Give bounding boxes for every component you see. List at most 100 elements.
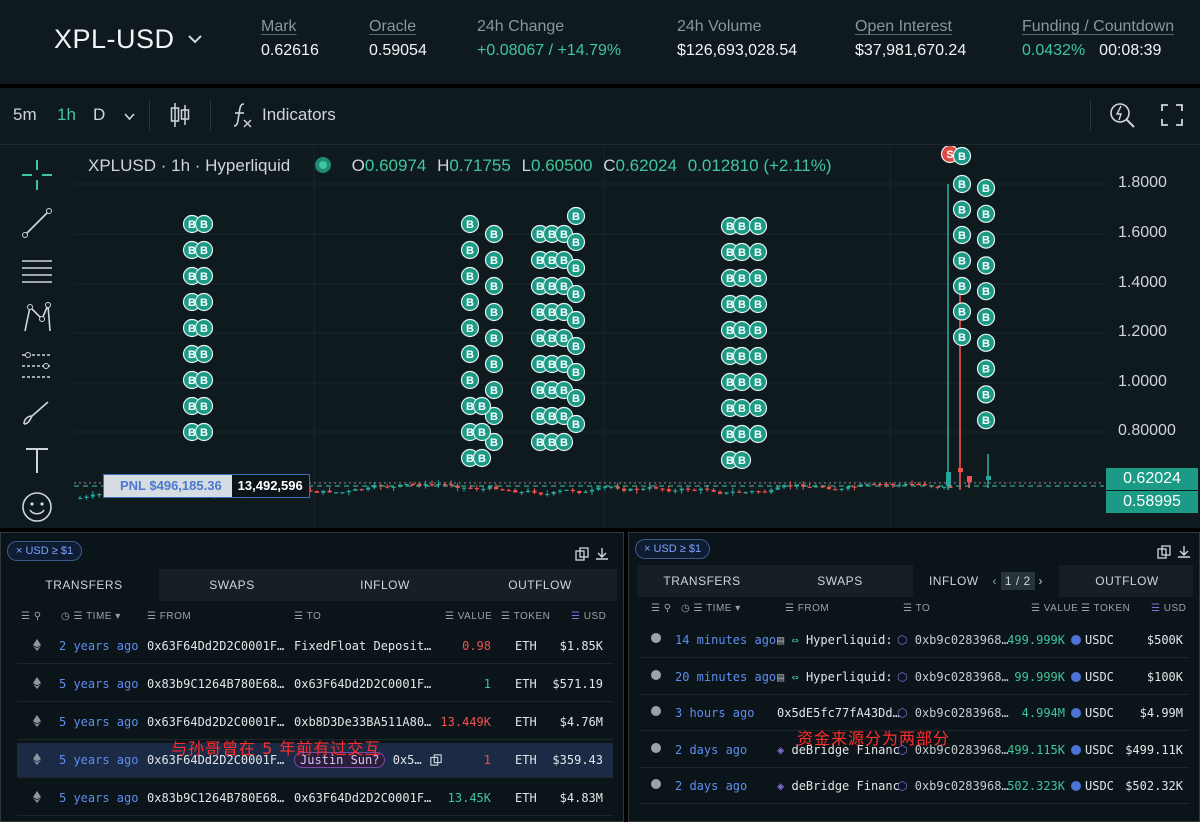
filter-icon[interactable]: ☰ ⚲ — [21, 611, 42, 622]
row-token[interactable]: ETH — [515, 715, 537, 729]
row-time[interactable]: 5 years ago — [59, 715, 139, 729]
table-row[interactable]: 20 minutes ago ▤ ⇔ Hyperliquid: ⬡ 0xb9c028… — [639, 660, 1189, 695]
candlestick-chart[interactable]: B BB BB BB BB BB BB BB BB BBBBBBBBBBBBBBBBBBBBBBB… — [74, 146, 1104, 528]
tab-transfers[interactable]: TRANSFERS — [9, 569, 159, 601]
tab-swaps[interactable]: SWAPS — [817, 574, 863, 588]
row-time[interactable]: 20 minutes ago — [675, 669, 777, 684]
row-token[interactable]: USDC — [1071, 633, 1114, 647]
row-to[interactable]: ⬡ 0xb9c0283968… — [897, 633, 1009, 647]
row-token[interactable]: ETH — [515, 753, 537, 767]
trend-line-icon[interactable] — [20, 206, 54, 240]
col-time[interactable]: ◷ ☰ TIME ▾ — [61, 611, 121, 622]
price-axis[interactable]: 1.8000 1.6000 1.4000 1.2000 1.0000 0.800… — [1104, 146, 1200, 528]
row-to[interactable]: 0x63F64Dd2D2C0001F… — [294, 677, 432, 691]
candles-icon[interactable] — [168, 101, 192, 129]
row-to[interactable]: 0x63F64Dd2D2C0001F… — [294, 791, 432, 805]
position-label[interactable]: PNL $496,185.36 13,492,596 — [103, 474, 310, 498]
table-row[interactable]: 5 years ago 0x63F64Dd2D2C0001F… 0xb8D3De33… — [17, 705, 613, 740]
measure-icon[interactable] — [20, 349, 54, 383]
col-value[interactable]: ☰ VALUE — [445, 611, 493, 622]
chevron-down-icon[interactable] — [186, 30, 204, 48]
emoji-icon[interactable] — [20, 490, 54, 524]
row-token[interactable]: ETH — [515, 791, 537, 805]
chevron-left-icon[interactable]: ‹ — [992, 574, 997, 588]
row-from[interactable]: 0x83b9C1264B780E68… — [147, 677, 285, 691]
row-time[interactable]: 2 days ago — [675, 779, 748, 794]
entity-badge[interactable]: Justin Sun? — [294, 752, 386, 768]
row-from[interactable]: 0x83b9C1264B780E68… — [147, 791, 285, 805]
row-to[interactable]: Justin Sun? 0x5… — [294, 752, 442, 768]
status-dot-icon[interactable] — [314, 157, 331, 173]
timeframe-d[interactable]: D — [93, 105, 106, 124]
tab-outflow[interactable]: OUTFLOW — [1095, 574, 1159, 588]
row-token[interactable]: USDC — [1071, 779, 1114, 793]
col-value[interactable]: ☰ VALUE — [1031, 603, 1079, 614]
usd-filter-chip[interactable]: × USD ≥ $1 — [635, 539, 711, 559]
function-icon[interactable] — [230, 100, 254, 130]
copy-icon[interactable] — [1157, 545, 1171, 559]
row-time[interactable]: 2 years ago — [59, 639, 139, 653]
row-time[interactable]: 5 years ago — [59, 677, 139, 691]
row-time[interactable]: 3 hours ago — [675, 706, 755, 721]
row-from[interactable]: ◈ deBridge Financ — [777, 779, 900, 794]
brush-icon[interactable] — [20, 396, 54, 430]
col-from[interactable]: ☰ FROM — [147, 611, 192, 622]
tab-outflow[interactable]: OUTFLOW — [508, 578, 572, 592]
row-token[interactable]: ETH — [515, 677, 537, 691]
tab-inflow[interactable]: INFLOW — [360, 578, 410, 592]
tab-transfers[interactable]: TRANSFERS — [663, 574, 741, 588]
filter-icon[interactable]: ☰ ⚲ — [651, 603, 672, 614]
zoom-icon[interactable] — [1108, 100, 1136, 130]
row-to[interactable]: FixedFloat Deposit… — [294, 639, 432, 653]
col-usd[interactable]: ☰ USD — [571, 611, 607, 622]
table-row[interactable]: 14 minutes ago ▤ ⇔ Hyperliquid: ⬡ 0xb9c028… — [639, 623, 1189, 658]
row-to[interactable]: ⬡ 0xb9c0283968… — [897, 742, 1009, 757]
tab-inflow[interactable]: INFLOW ‹ 1 / 2 › — [913, 565, 1059, 597]
copy-icon[interactable] — [429, 754, 442, 766]
tab-swaps[interactable]: SWAPS — [209, 578, 255, 592]
row-time[interactable]: 5 years ago — [59, 753, 139, 767]
row-time[interactable]: 5 years ago — [59, 791, 139, 805]
row-to[interactable]: ⬡ 0xb9c0283968… — [897, 779, 1009, 794]
col-to[interactable]: ☰ TO — [903, 603, 931, 614]
indicators-button[interactable]: Indicators — [262, 105, 336, 124]
row-token[interactable]: USDC — [1071, 706, 1114, 720]
col-to[interactable]: ☰ TO — [294, 611, 322, 622]
row-from[interactable]: ◈ deBridge Financ — [777, 742, 900, 757]
col-usd[interactable]: ☰ USD — [1151, 603, 1187, 614]
row-from[interactable]: 0x63F64Dd2D2C0001F… — [147, 715, 285, 729]
chevron-down-icon[interactable] — [123, 110, 136, 123]
row-to[interactable]: 0xb8D3De33BA511A80… — [294, 715, 432, 729]
table-row[interactable]: 2 days ago ◈ deBridge Financ ⬡ 0xb9c028396… — [639, 733, 1189, 768]
row-from[interactable]: 0x63F64Dd2D2C0001F… — [147, 639, 285, 653]
table-row[interactable]: 2 days ago ◈ deBridge Financ ⬡ 0xb9c028396… — [639, 769, 1189, 805]
table-row[interactable]: 5 years ago 0x83b9C1264B780E68… 0x63F64Dd2… — [17, 667, 613, 702]
crosshair-icon[interactable] — [20, 158, 54, 192]
chevron-right-icon[interactable]: › — [1038, 574, 1044, 588]
col-from[interactable]: ☰ FROM — [785, 603, 830, 614]
table-row[interactable]: 5 years ago 0x63F64Dd2D2C0001F… Justin Sun… — [17, 743, 613, 778]
parallel-lines-icon[interactable] — [20, 254, 54, 288]
row-from[interactable]: ▤ ⇔ Hyperliquid: — [777, 633, 893, 647]
row-to[interactable]: ⬡ 0xb9c0283968… — [897, 706, 1009, 721]
row-from[interactable]: 0x63F64Dd2D2C0001F… — [147, 753, 285, 767]
download-icon[interactable] — [1177, 545, 1191, 559]
timeframe-1h[interactable]: 1h — [57, 105, 76, 124]
row-from[interactable]: ▤ ⇔ Hyperliquid: — [777, 669, 893, 684]
row-to[interactable]: ⬡ 0xb9c0283968… — [897, 669, 1009, 684]
copy-icon[interactable] — [575, 547, 589, 561]
pattern-icon[interactable] — [20, 301, 54, 335]
table-row[interactable]: 2 years ago 0x63F64Dd2D2C0001F… FixedFloat… — [17, 629, 613, 664]
row-time[interactable]: 2 days ago — [675, 742, 748, 757]
text-icon[interactable] — [20, 443, 54, 477]
table-row[interactable]: 5 years ago 0x83b9C1264B780E68… 0x63F64Dd2… — [17, 781, 613, 816]
col-token[interactable]: ☰ TOKEN — [1081, 603, 1131, 614]
fullscreen-icon[interactable] — [1160, 103, 1184, 127]
col-token[interactable]: ☰ TOKEN — [501, 611, 551, 622]
row-token[interactable]: USDC — [1071, 743, 1114, 757]
download-icon[interactable] — [595, 547, 609, 561]
timeframe-5m[interactable]: 5m — [13, 105, 37, 124]
row-token[interactable]: USDC — [1071, 670, 1114, 684]
market-symbol[interactable]: XPL-USD — [54, 24, 175, 54]
table-row[interactable]: 3 hours ago 0x5dE5fc77fA43Dd… ⬡ 0xb9c02839… — [639, 696, 1189, 732]
